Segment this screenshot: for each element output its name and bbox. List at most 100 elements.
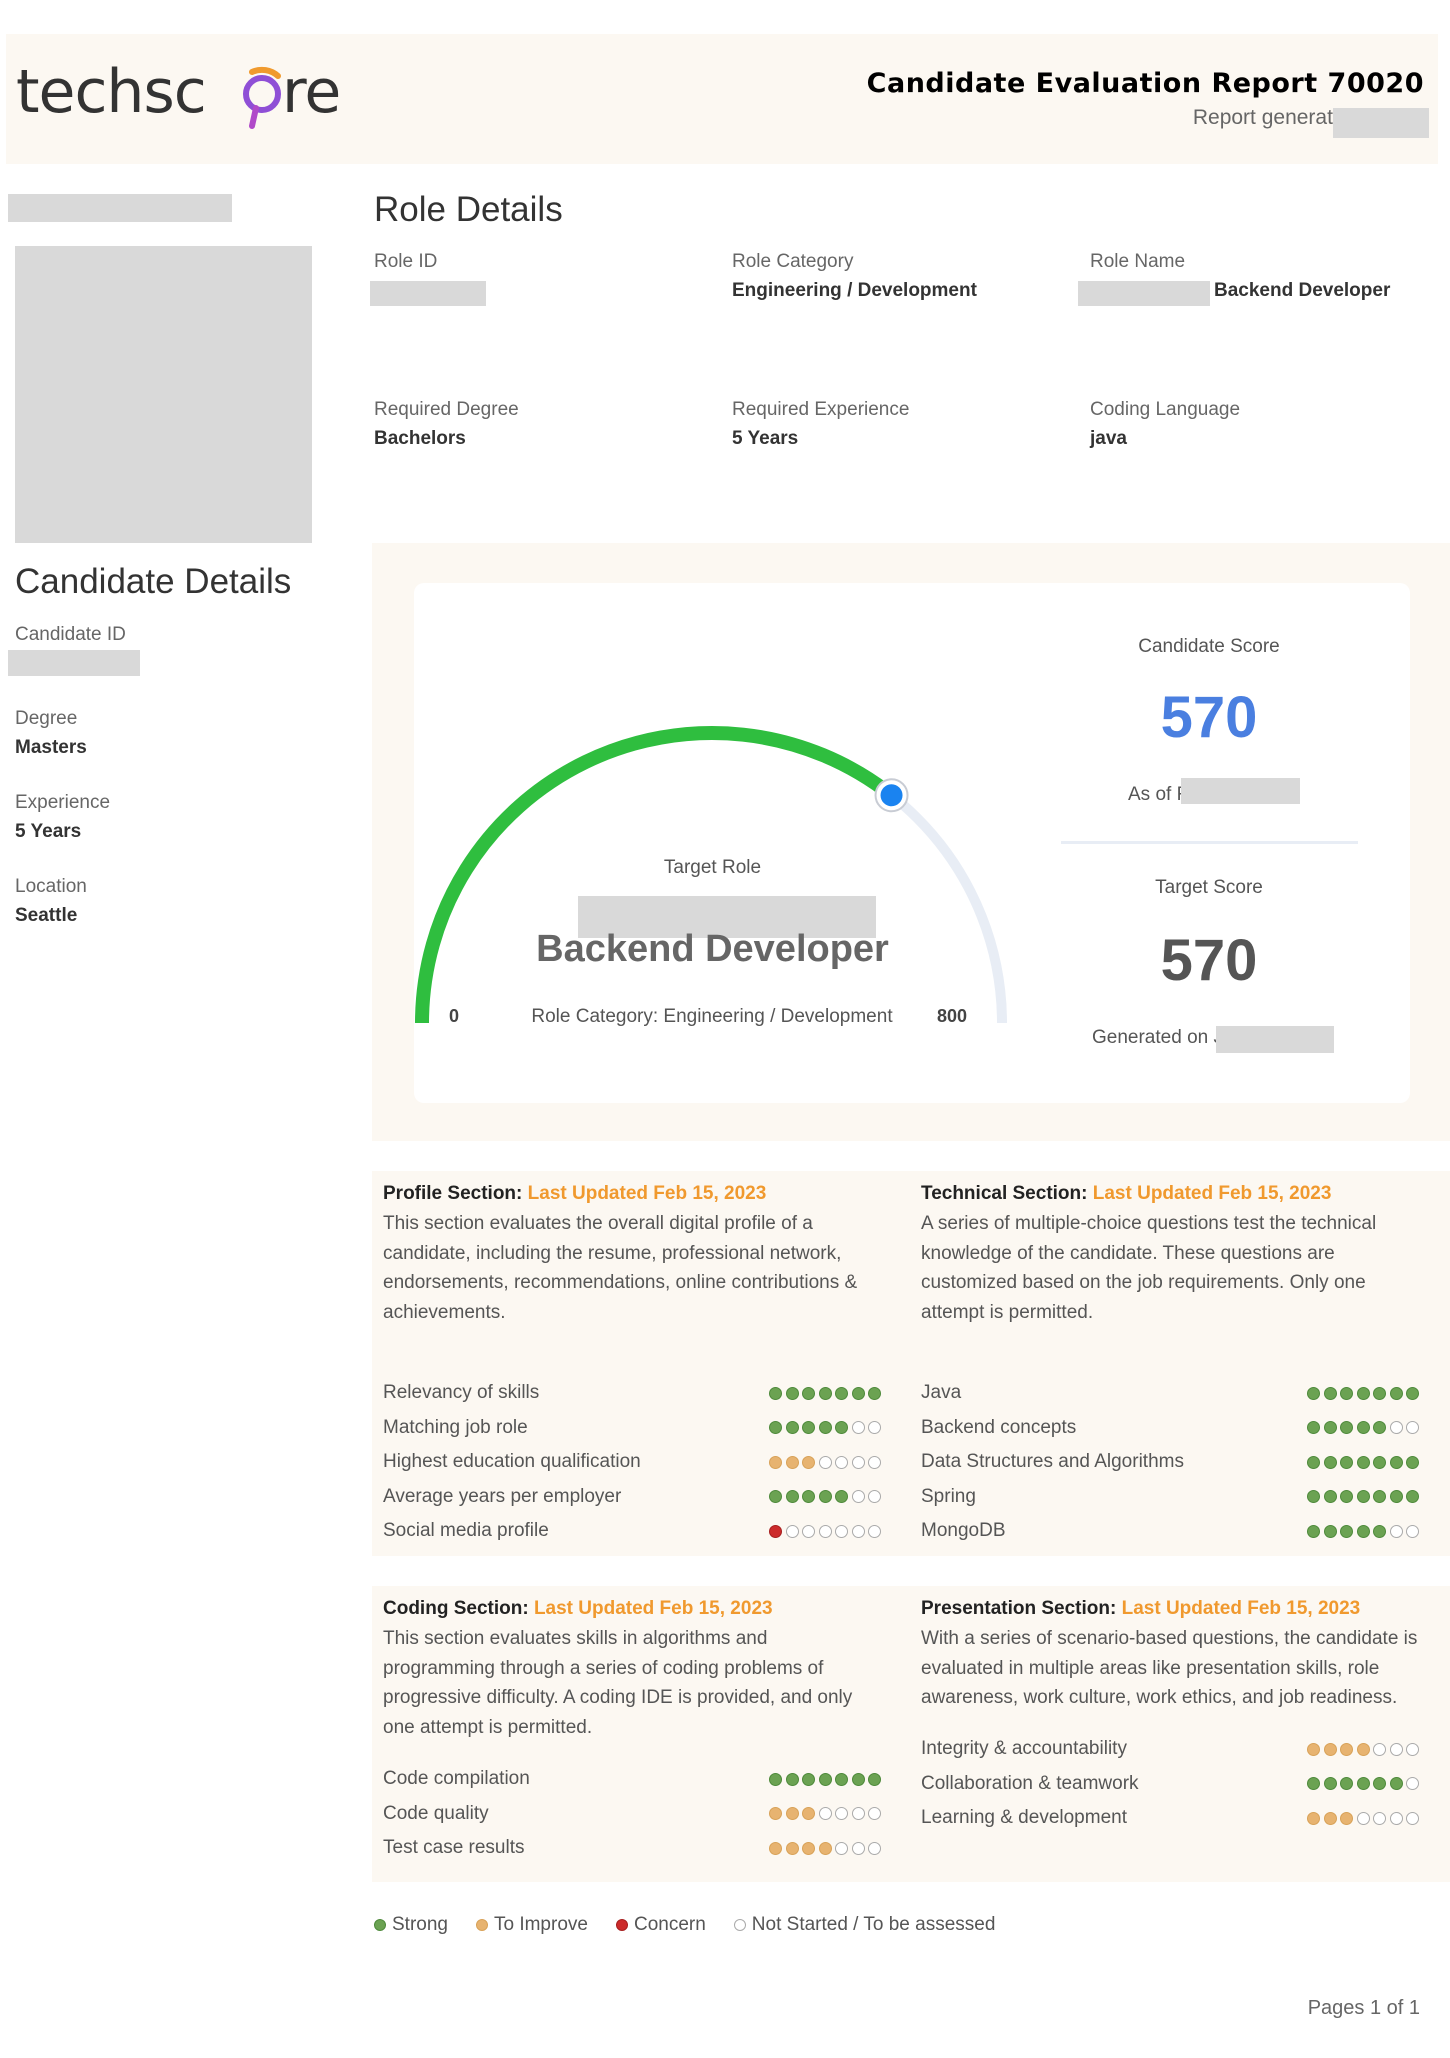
svg-text:re: re [282,57,340,127]
profile-section-title: Profile Section: Last Updated Feb 15, 20… [383,1183,767,1204]
rating-dot [1340,1742,1353,1756]
rating-label: Social media profile [383,1520,549,1542]
rating-dot [1307,1421,1320,1435]
rating-dots [769,1841,881,1855]
rating-dot [835,1772,848,1786]
location-value: Seattle [15,905,78,926]
rating-dot [1373,1742,1386,1756]
rating-dots [769,1421,881,1435]
report-title: Candidate Evaluation Report 70020 [866,68,1424,99]
rating-dot [1373,1455,1386,1469]
rating-row: Matching job role [383,1411,881,1446]
description-line: attempt is permitted. [921,1301,1094,1323]
technical-section-updated: Last Updated Feb 15, 2023 [1092,1183,1332,1204]
rating-dot [802,1386,815,1400]
role-id-label: Role ID [374,251,438,272]
experience-label: Experience [15,792,111,813]
location-label: Location [15,876,87,897]
rating-dot [802,1841,815,1855]
rating-dot [818,1772,832,1786]
rating-dot [769,1386,782,1400]
rating-dot [769,1524,782,1538]
description-line: candidate, including the resume, profess… [383,1242,842,1264]
rating-dot [769,1421,782,1435]
rating-dot [1307,1811,1320,1825]
rating-dot [1389,1777,1403,1791]
required-experience-label: Required Experience [732,399,910,420]
rating-dots [1307,1777,1419,1791]
rating-dot [851,1386,865,1400]
rating-label: Matching job role [383,1416,528,1438]
description-line: awareness, work culture, work ethics, an… [921,1687,1398,1708]
rating-dot [785,1807,799,1821]
rating-dot [769,1490,782,1504]
rating-dot [785,1386,799,1400]
rating-dot [1356,1742,1370,1756]
rating-dot [785,1490,799,1504]
rating-dot [1406,1811,1419,1825]
rating-dot [1323,1777,1337,1791]
rating-dot [818,1807,832,1821]
rating-dot [1356,1811,1370,1825]
gauge-fill [415,726,896,1024]
rating-dot [1323,1811,1337,1825]
rating-dot [851,1807,865,1821]
rating-label: Collaboration & teamwork [921,1772,1139,1794]
rating-label: Learning & development [921,1807,1127,1829]
rating-dot [1389,1490,1403,1504]
rating-dot [1356,1490,1370,1504]
rating-dot [785,1524,799,1538]
rating-dot [1323,1421,1337,1435]
required-degree-value: Bachelors [374,428,466,449]
rating-dot [868,1455,881,1469]
candidate-score-value: 570 [1160,685,1258,750]
rating-label: Data Structures and Algorithms [921,1451,1184,1473]
target-role-name: Backend Developer [536,928,889,970]
legend-item: Concern [615,1914,706,1936]
rating-dot [1373,1386,1386,1400]
role-details-heading: Role Details [374,190,563,229]
redacted-candidate-name [8,194,232,222]
page-counter: Pages 1 of 1 [1307,1997,1420,2019]
legend-label: Strong [392,1914,448,1935]
redacted-role-id [370,281,486,306]
rating-label: Relevancy of skills [383,1382,540,1404]
rating-dot [835,1841,848,1855]
rating-dot [1340,1490,1353,1504]
rating-row: MongoDB [921,1514,1419,1549]
rating-label: Backend concepts [921,1416,1077,1438]
score-divider [1061,841,1358,844]
rating-dot [851,1455,865,1469]
legend-item: To Improve [475,1914,588,1936]
rating-dot [1340,1421,1353,1435]
rating-dot [1323,1524,1337,1538]
rating-dot [1389,1421,1403,1435]
rating-dots [1307,1524,1419,1538]
target-score-label: Target Score [1155,877,1263,898]
rating-row: Code compilation [383,1762,881,1797]
rating-dots [1307,1455,1419,1469]
rating-dot [1389,1386,1403,1400]
candidate-score-date: As of F [1128,784,1189,805]
target-score-date: Generated on J [1092,1027,1223,1048]
rating-dot [769,1807,782,1821]
rating-dot [1373,1421,1386,1435]
rating-dot [851,1421,865,1435]
rating-dots [769,1807,881,1821]
coding-language-label: Coding Language [1090,399,1241,420]
rating-dot [1307,1455,1320,1469]
target-score-value: 570 [1160,928,1258,993]
rating-dot [1373,1490,1386,1504]
rating-dot [769,1772,782,1786]
technical-section-items: Java Backend concepts Data Structures and … [921,1376,1419,1549]
rating-row: Data Structures and Algorithms [921,1445,1419,1480]
rating-dot [835,1490,848,1504]
rating-dot [802,1421,815,1435]
rating-dot [818,1841,832,1855]
rating-dots [769,1490,881,1504]
rating-dot [835,1421,848,1435]
rating-dot [818,1524,832,1538]
coding-section-items: Code compilation Code quality Test case re… [383,1762,881,1866]
rating-dot [1373,1777,1386,1791]
rating-row: Test case results [383,1831,881,1866]
